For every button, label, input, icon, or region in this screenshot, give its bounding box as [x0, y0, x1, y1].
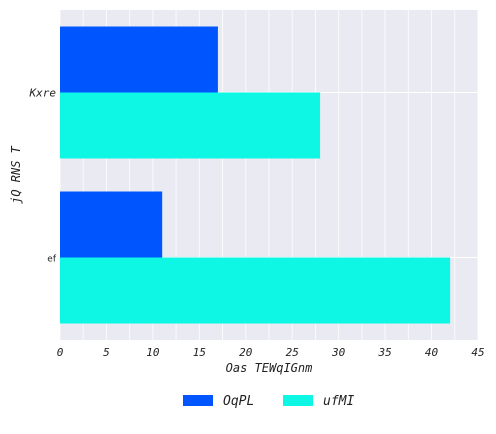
y-tick-label: ef: [47, 255, 57, 265]
x-tick-label: 15: [193, 346, 206, 359]
bar-OqPL-ef: [60, 191, 163, 258]
x-tick-label: 40: [425, 346, 439, 359]
x-tick-label: 30: [331, 346, 346, 359]
y-tick-label: Kxre: [29, 87, 57, 100]
x-tick-label: 0: [57, 346, 64, 359]
legend: OqPL ufMI: [183, 394, 354, 409]
legend-swatch: [283, 395, 313, 406]
x-tick-label: 20: [239, 346, 253, 359]
bar-OqPL-Kxre: [60, 26, 218, 93]
bar-ufMI-Kxre: [60, 92, 321, 159]
legend-label: ufMI: [323, 394, 354, 409]
bars: [60, 26, 451, 324]
x-tick-label: 5: [103, 346, 110, 359]
x-tick-label: 35: [377, 346, 391, 359]
x-axis-label: Oas TEWqIGnm: [226, 361, 313, 375]
y-axis-label: jQ RNS T: [9, 145, 23, 204]
legend-label: OqPL: [223, 394, 254, 409]
x-tick-label: 10: [146, 346, 160, 359]
y-axis-categories: Kxre ef: [29, 87, 57, 265]
x-axis-ticks: 0 5 10 15 20 25 30 35 40 45: [57, 346, 485, 359]
legend-swatch: [183, 395, 213, 406]
bar-ufMI-ef: [60, 257, 451, 324]
x-tick-label: 25: [286, 346, 299, 359]
x-tick-label: 45: [471, 346, 484, 359]
